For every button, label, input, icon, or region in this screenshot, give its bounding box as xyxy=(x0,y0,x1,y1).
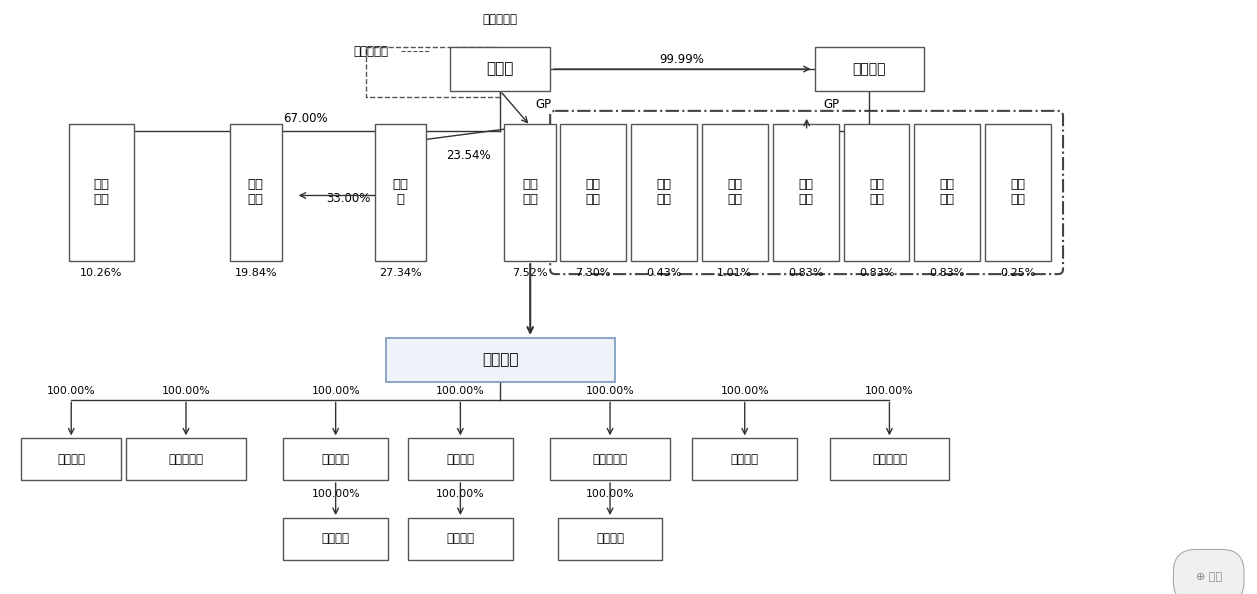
Text: 金华
天钧: 金华 天钧 xyxy=(1011,178,1026,207)
Text: 广西华宝: 广西华宝 xyxy=(446,532,474,545)
Text: 7.30%: 7.30% xyxy=(576,268,611,278)
Bar xyxy=(693,438,797,480)
Bar xyxy=(126,438,246,480)
Text: 金华
洪福: 金华 洪福 xyxy=(656,178,671,207)
Text: 广西甘浙君: 广西甘浙君 xyxy=(872,453,906,466)
Bar xyxy=(375,124,426,261)
Text: 100.00%: 100.00% xyxy=(865,386,914,396)
Text: 来宾众鑫: 来宾众鑫 xyxy=(58,453,85,466)
Text: 实际控制人: 实际控制人 xyxy=(483,13,518,26)
Text: 金华
阅识: 金华 阅识 xyxy=(940,178,955,207)
Text: 金华鸿迪: 金华鸿迪 xyxy=(852,62,886,76)
Text: 众鑫股份: 众鑫股份 xyxy=(481,352,519,367)
Bar xyxy=(551,438,670,480)
Bar xyxy=(386,338,615,381)
Text: 33.00%: 33.00% xyxy=(327,192,371,205)
Text: 杭州甘浙君: 杭州甘浙君 xyxy=(168,453,204,466)
Bar xyxy=(450,47,551,91)
Text: 99.99%: 99.99% xyxy=(660,53,704,65)
Bar xyxy=(914,124,980,261)
Text: 一致行动人: 一致行动人 xyxy=(353,45,388,58)
Text: 金华
御宇: 金华 御宇 xyxy=(869,178,884,207)
Bar xyxy=(843,124,909,261)
Bar xyxy=(283,518,388,560)
Text: 19.84%: 19.84% xyxy=(235,268,277,278)
Text: 金华
欢庆: 金华 欢庆 xyxy=(728,178,743,207)
Bar xyxy=(283,438,388,480)
Text: 兰溪寰宇: 兰溪寰宇 xyxy=(322,453,349,466)
Bar xyxy=(631,124,696,261)
Text: 滕步彬: 滕步彬 xyxy=(486,62,514,77)
Text: 67.00%: 67.00% xyxy=(283,112,328,125)
Text: 100.00%: 100.00% xyxy=(586,489,635,499)
Bar xyxy=(701,124,768,261)
Text: 27.34%: 27.34% xyxy=(380,268,422,278)
Text: 100.00%: 100.00% xyxy=(436,489,485,499)
Bar xyxy=(409,518,513,560)
Text: 100.00%: 100.00% xyxy=(720,386,769,396)
Text: 崇左众鑫: 崇左众鑫 xyxy=(730,453,759,466)
Text: 0.25%: 0.25% xyxy=(1001,268,1036,278)
Text: 浙江
达峰: 浙江 达峰 xyxy=(248,178,264,207)
Text: 0.83%: 0.83% xyxy=(859,268,894,278)
Bar xyxy=(561,124,626,261)
Text: 其他
股东: 其他 股东 xyxy=(93,178,109,207)
Text: 金华
众腾: 金华 众腾 xyxy=(522,178,538,207)
Text: 23.54%: 23.54% xyxy=(446,149,490,162)
Bar xyxy=(366,47,500,97)
Text: 100.00%: 100.00% xyxy=(312,489,360,499)
Text: GP: GP xyxy=(823,99,840,112)
Text: 0.83%: 0.83% xyxy=(788,268,823,278)
Bar xyxy=(21,438,121,480)
Bar xyxy=(815,47,924,91)
Text: GP: GP xyxy=(535,99,552,112)
Text: 0.83%: 0.83% xyxy=(930,268,965,278)
Text: 众生纤维: 众生纤维 xyxy=(446,453,474,466)
Bar xyxy=(558,518,662,560)
Bar xyxy=(504,124,556,261)
Text: 来宾寰宇: 来宾寰宇 xyxy=(322,532,349,545)
Text: 7.52%: 7.52% xyxy=(513,268,548,278)
Text: 金华
新之: 金华 新之 xyxy=(798,178,813,207)
Text: 海南甘浙君: 海南甘浙君 xyxy=(592,453,627,466)
Text: 100.00%: 100.00% xyxy=(162,386,210,396)
Bar xyxy=(230,124,282,261)
Text: ⊕ 慧汇: ⊕ 慧汇 xyxy=(1195,571,1222,582)
Bar xyxy=(830,438,949,480)
Text: 金华
简竹: 金华 简竹 xyxy=(586,178,601,207)
Text: 100.00%: 100.00% xyxy=(436,386,485,396)
Bar xyxy=(773,124,838,261)
Text: 1.01%: 1.01% xyxy=(718,268,753,278)
Text: 100.00%: 100.00% xyxy=(47,386,96,396)
Text: 0.43%: 0.43% xyxy=(646,268,681,278)
Text: 众鑫智造: 众鑫智造 xyxy=(596,532,623,545)
Text: 100.00%: 100.00% xyxy=(312,386,360,396)
Bar xyxy=(69,124,133,261)
Bar xyxy=(409,438,513,480)
Bar xyxy=(985,124,1051,261)
Text: 100.00%: 100.00% xyxy=(586,386,635,396)
Text: 季文
虎: 季文 虎 xyxy=(392,178,409,207)
Text: 10.26%: 10.26% xyxy=(80,268,122,278)
